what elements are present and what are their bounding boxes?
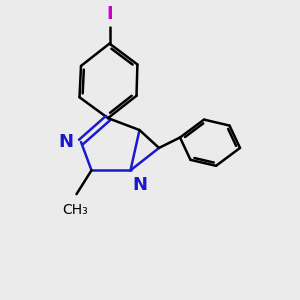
Text: N: N: [58, 133, 74, 151]
Text: CH₃: CH₃: [62, 203, 88, 217]
Text: I: I: [106, 5, 113, 23]
Text: N: N: [132, 176, 147, 194]
